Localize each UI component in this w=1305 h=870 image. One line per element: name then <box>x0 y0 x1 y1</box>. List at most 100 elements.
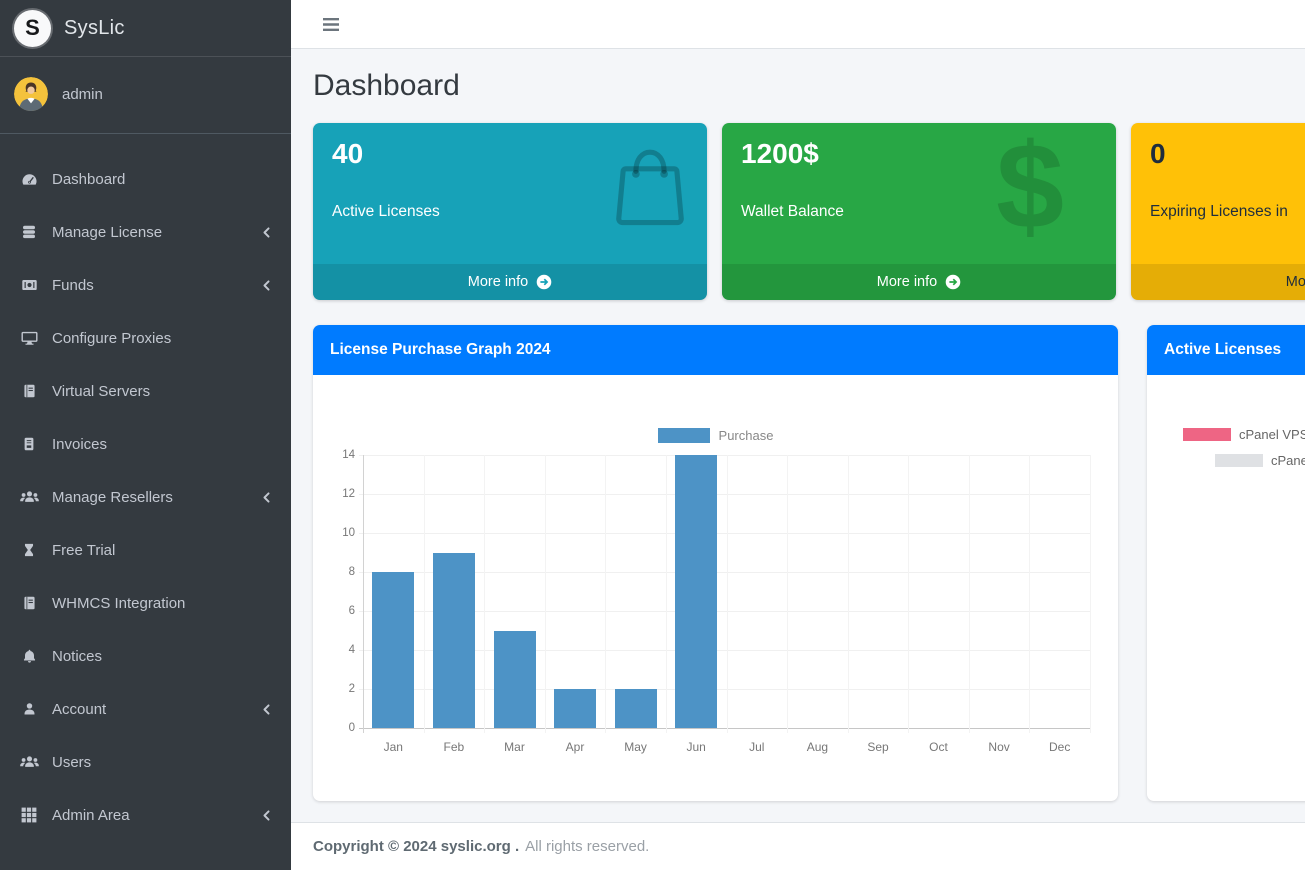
purchase-chart-body: Purchase 0 2 4 6 8 10 12 14 Jan Feb Mar Apr May Jun Jul… <box>313 375 1118 801</box>
y-axis-tick: 10 <box>342 527 355 539</box>
chart-gridline <box>359 650 1090 651</box>
stat-value: 1200$ <box>741 138 819 169</box>
stat-card-wallet-balance: 1200$ Wallet Balance $ More info <box>722 123 1116 300</box>
x-axis-label: Feb <box>443 740 465 754</box>
chart-gridline <box>359 572 1090 573</box>
stat-value: 0 <box>1150 138 1166 169</box>
main-content: Dashboard 40 Active Licenses More info 1200… <box>291 49 1305 822</box>
more-info-link[interactable]: More info <box>313 264 707 300</box>
sidebar-item-label: Manage Resellers <box>52 488 173 506</box>
desktop-icon <box>18 330 40 346</box>
chart-gridline <box>968 455 970 733</box>
sidebar-item-label: Dashboard <box>52 170 126 188</box>
sidebar-item-whmcs-integration[interactable]: WHMCS Integration <box>8 580 283 626</box>
x-axis-label: Aug <box>806 740 829 754</box>
sidebar-item-free-trial[interactable]: Free Trial <box>8 527 283 573</box>
chart-gridline <box>359 494 1090 495</box>
sidebar-item-label: Funds <box>52 276 94 294</box>
more-info-label: More info <box>1285 274 1305 290</box>
more-info-link[interactable]: More info <box>722 264 1116 300</box>
sidebar: S SysLic admin Dashboard Manage License Fu… <box>0 0 291 870</box>
legend-swatch <box>1215 454 1263 467</box>
brand-logo-icon: S <box>14 9 51 47</box>
sidebar-item-label: Admin Area <box>52 806 130 824</box>
stat-label: Wallet Balance <box>741 202 844 220</box>
legend-swatch <box>1183 428 1231 441</box>
invoice-icon <box>18 436 40 452</box>
user-panel[interactable]: admin <box>0 57 291 134</box>
chart-gridline <box>359 533 1090 534</box>
tachometer-icon <box>18 171 40 188</box>
bar-jun <box>675 455 718 728</box>
active-licenses-body: cPanel VPS cPanel <box>1147 375 1305 801</box>
chevron-left-icon <box>260 226 273 239</box>
user-avatar <box>14 77 48 111</box>
panels-row: License Purchase Graph 2024 Purchase 0 2 4 6… <box>313 325 1305 801</box>
footer: Copyright © 2024 syslic.org . All rights… <box>291 822 1305 870</box>
stat-label: Active Licenses <box>332 202 440 220</box>
x-axis-label: Oct <box>929 740 948 754</box>
sidebar-item-users[interactable]: Users <box>8 739 283 785</box>
sidebar-item-label: Users <box>52 753 92 771</box>
bar-apr <box>554 689 596 728</box>
sidebar-item-configure-proxies[interactable]: Configure Proxies <box>8 315 283 361</box>
stat-card-active-licenses: 40 Active Licenses More info <box>313 123 707 300</box>
chart-gridline <box>847 455 849 733</box>
chevron-left-icon <box>260 703 273 716</box>
user-icon <box>18 701 40 717</box>
sidebar-item-admin-area[interactable]: Admin Area <box>8 792 283 838</box>
sidebar-item-invoices[interactable]: Invoices <box>8 421 283 467</box>
chart-legend-item-purchase[interactable]: Purchase <box>313 428 1118 443</box>
chart-gridline <box>359 455 1090 456</box>
chart-gridline <box>1029 455 1031 733</box>
chart-gridline <box>363 455 364 733</box>
active-licenses-title: Active Licenses <box>1164 341 1282 358</box>
chevron-left-icon <box>260 491 273 504</box>
pie-legend-item-cpanel-vps[interactable]: cPanel VPS <box>1183 427 1305 442</box>
sidebar-item-label: Configure Proxies <box>52 329 172 347</box>
chart-gridline <box>484 455 486 733</box>
purchase-chart-title: License Purchase Graph 2024 <box>330 341 551 358</box>
bar-feb <box>432 552 475 728</box>
legend-label: cPanel VPS <box>1239 427 1305 442</box>
sidebar-item-dashboard[interactable]: Dashboard <box>8 156 283 202</box>
footer-rights: All rights reserved. <box>525 838 650 855</box>
wallet-icon <box>18 277 40 293</box>
chart-gridline <box>359 728 1090 729</box>
sidebar-item-manage-resellers[interactable]: Manage Resellers <box>8 474 283 520</box>
y-axis-tick: 4 <box>348 644 355 656</box>
more-info-link[interactable]: More info <box>1131 264 1305 300</box>
bar-jan <box>372 572 415 728</box>
sidebar-item-label: Invoices <box>52 435 108 453</box>
stat-card-body: 0 Expiring Licenses in <box>1131 123 1305 264</box>
sidebar-item-account[interactable]: Account <box>8 686 283 732</box>
more-info-label: More info <box>467 274 529 290</box>
sidebar-item-notices[interactable]: Notices <box>8 633 283 679</box>
main-column: Dashboard 40 Active Licenses More info 1200… <box>291 0 1305 870</box>
sidebar-item-label: Free Trial <box>52 541 116 559</box>
users-icon <box>18 489 40 505</box>
brand-link[interactable]: S SysLic <box>0 0 291 57</box>
sidebar-item-funds[interactable]: Funds <box>8 262 283 308</box>
more-info-label: More info <box>876 274 938 290</box>
sidebar-toggle-button[interactable] <box>318 13 344 36</box>
sidebar-item-virtual-servers[interactable]: Virtual Servers <box>8 368 283 414</box>
sidebar-nav: Dashboard Manage License Funds Configure Pr… <box>0 134 291 845</box>
stat-cards-row: 40 Active Licenses More info 1200$ Wallet Ba… <box>313 123 1305 300</box>
brand-name: SysLic <box>64 16 125 39</box>
arrow-circle-right-icon <box>945 274 961 290</box>
purchase-chart-card: License Purchase Graph 2024 Purchase 0 2 4 6… <box>313 325 1118 801</box>
x-axis-label: May <box>624 740 647 754</box>
stat-card-body: 40 Active Licenses <box>313 123 707 264</box>
sidebar-item-manage-license[interactable]: Manage License <box>8 209 283 255</box>
y-axis-tick: 0 <box>348 722 355 734</box>
chevron-left-icon <box>260 279 273 292</box>
chart-gridline <box>1090 455 1091 733</box>
stat-card-body: 1200$ Wallet Balance $ <box>722 123 1116 264</box>
y-axis-tick: 8 <box>348 566 355 578</box>
x-axis-label: Nov <box>988 740 1010 754</box>
legend-label: cPanel <box>1271 453 1305 468</box>
shopping-bag-icon <box>609 138 691 243</box>
pie-legend-item-cpanel[interactable]: cPanel <box>1215 453 1305 468</box>
